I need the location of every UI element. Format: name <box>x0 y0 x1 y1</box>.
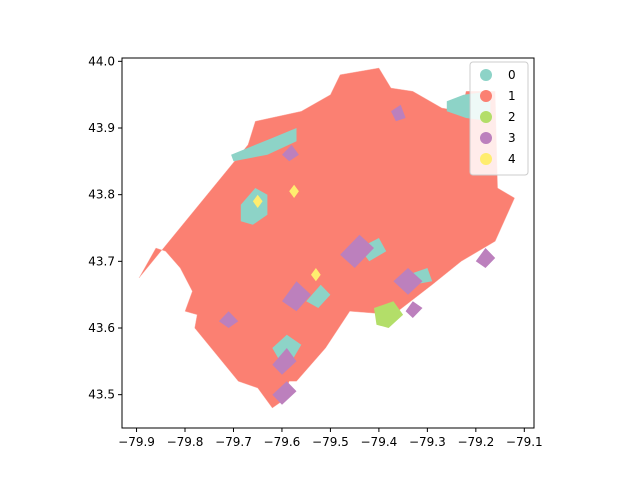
y-tick-label: 43.9 <box>88 121 115 135</box>
region-class-3 <box>475 248 496 268</box>
region-class-3 <box>282 144 299 162</box>
y-tick-label: 44.0 <box>88 54 115 68</box>
region-class-3 <box>340 234 374 268</box>
region-class-4 <box>311 268 321 282</box>
region-class-2 <box>374 301 404 328</box>
region-class-3 <box>282 281 311 312</box>
x-tick-label: −79.5 <box>312 435 349 449</box>
region-class-0 <box>306 284 331 308</box>
x-tick-label: −79.2 <box>457 435 494 449</box>
map-regions <box>138 67 515 409</box>
x-axis: −79.9 −79.8 −79.7 −79.6 −79.5 −79.4 −79.3 −79.2… <box>118 428 543 449</box>
axes-frame <box>121 57 535 429</box>
legend-marker <box>480 69 492 81</box>
legend-marker <box>480 111 492 123</box>
region-class-3 <box>272 381 297 405</box>
x-tick-label: −79.7 <box>215 435 252 449</box>
legend-frame <box>469 61 529 176</box>
y-tick-label: 43.8 <box>88 188 115 202</box>
legend-label: 0 <box>508 68 516 82</box>
legend-label: 4 <box>508 152 516 166</box>
y-tick-label: 43.6 <box>88 321 115 335</box>
y-tick-label: 43.5 <box>88 388 115 402</box>
legend-label: 2 <box>508 110 516 124</box>
x-tick-label: −79.9 <box>118 435 155 449</box>
y-tick-label: 43.7 <box>88 254 115 268</box>
region-class-3 <box>218 311 239 328</box>
x-tick-label: −79.1 <box>506 435 543 449</box>
legend-label: 3 <box>508 131 516 145</box>
x-tick-label: −79.6 <box>264 435 301 449</box>
region-class-4 <box>289 184 299 198</box>
legend-label: 1 <box>508 89 516 103</box>
y-axis: 43.5 43.6 43.7 43.8 43.9 44.0 <box>88 54 122 402</box>
x-tick-label: −79.3 <box>409 435 446 449</box>
region-class-3 <box>393 268 423 295</box>
x-tick-label: −79.8 <box>167 435 204 449</box>
region-class-0 <box>240 188 268 225</box>
x-tick-label: −79.4 <box>361 435 398 449</box>
region-class-3 <box>391 104 406 122</box>
region-class-4 <box>252 194 263 208</box>
region-class-0 <box>231 128 297 162</box>
legend-marker <box>480 132 492 144</box>
region-class-3 <box>405 301 423 318</box>
legend-marker <box>480 90 492 102</box>
legend: 0 1 2 3 4 <box>469 61 529 176</box>
legend-marker <box>480 153 492 165</box>
region-class-3 <box>272 348 297 375</box>
